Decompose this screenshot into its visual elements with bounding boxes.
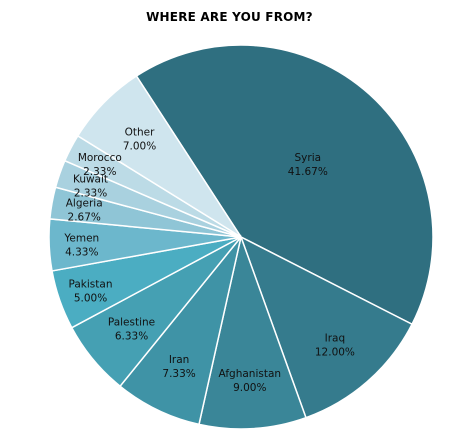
slice-value-label: 41.67% xyxy=(288,166,328,178)
slice-category-label: Algeria xyxy=(66,198,103,210)
slice-category-label: Palestine xyxy=(108,317,155,329)
slice-category-label: Other xyxy=(125,127,155,139)
slice-category-label: Afghanistan xyxy=(219,368,282,380)
pie-slice-other xyxy=(76,74,242,238)
slice-value-label: 4.33% xyxy=(65,247,98,259)
slice-label-other: Other 7.00% xyxy=(123,127,156,153)
slice-value-label: 6.33% xyxy=(115,331,148,343)
slice-category-label: Morocco xyxy=(78,152,122,164)
slice-label-algeria: Algeria 2.67% xyxy=(66,198,103,224)
pie-slice-iraq xyxy=(239,235,414,419)
slice-value-label: 7.33% xyxy=(162,368,195,380)
slice-category-label: Yemen xyxy=(63,233,99,245)
slice-value-label: 7.00% xyxy=(123,141,156,153)
slice-value-label: 2.33% xyxy=(83,166,116,178)
slice-value-label: 12.00% xyxy=(315,347,355,359)
slice-value-label: 9.00% xyxy=(233,382,266,394)
pie-slice-syria xyxy=(135,44,434,326)
pie-slice-afghanistan xyxy=(198,234,307,430)
slice-label-morocco: Morocco 2.33% xyxy=(78,152,122,178)
chart-title: WHERE ARE YOU FROM? xyxy=(146,10,313,24)
slice-label-kuwait: Kuwait 2.33% xyxy=(73,174,108,200)
slice-label-yemen: Yemen 4.33% xyxy=(63,233,99,259)
slice-value-label: 2.33% xyxy=(74,188,107,200)
slice-category-label: Pakistan xyxy=(69,278,113,290)
slice-category-label: Syria xyxy=(295,152,322,164)
slice-value-label: 2.67% xyxy=(68,212,101,224)
slice-label-pakistan: Pakistan 5.00% xyxy=(69,278,113,304)
slice-category-label: Iran xyxy=(169,354,190,366)
slice-label-afghanistan: Afghanistan 9.00% xyxy=(219,368,282,394)
slice-value-label: 5.00% xyxy=(74,292,107,304)
slice-label-syria: Syria 41.67% xyxy=(288,152,328,178)
slice-label-iraq: Iraq 12.00% xyxy=(315,333,355,359)
slice-label-iran: Iran 7.33% xyxy=(162,354,195,380)
slice-label-palestine: Palestine 6.33% xyxy=(108,317,155,343)
slice-category-label: Iraq xyxy=(325,333,346,345)
slice-category-label: Kuwait xyxy=(73,174,108,186)
